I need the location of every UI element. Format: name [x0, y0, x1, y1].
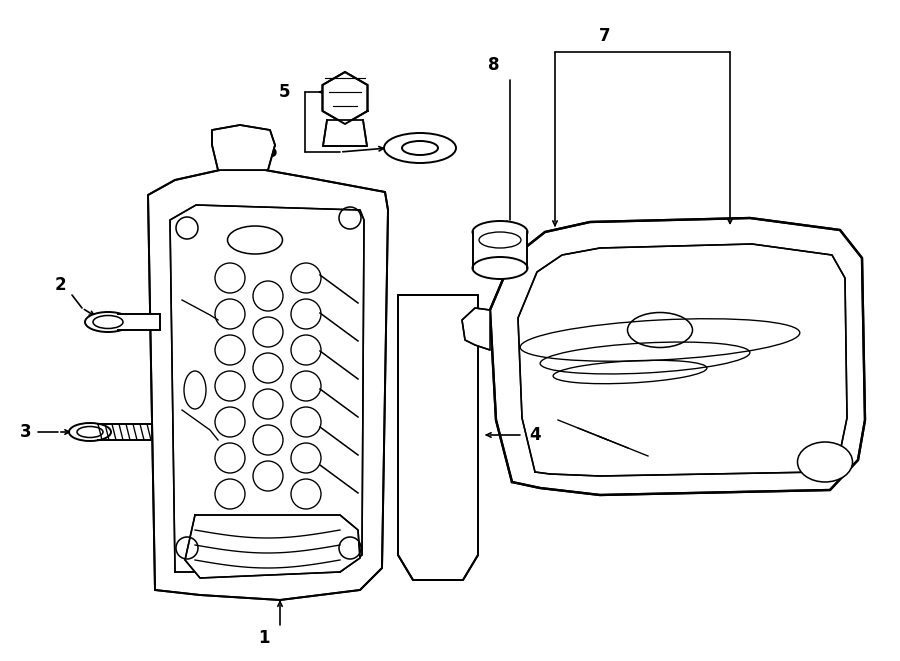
Text: 7: 7	[599, 27, 611, 45]
Text: 2: 2	[54, 276, 66, 294]
Polygon shape	[322, 72, 367, 124]
Text: 8: 8	[488, 56, 500, 74]
Ellipse shape	[77, 426, 103, 438]
Polygon shape	[462, 308, 490, 350]
Ellipse shape	[384, 133, 456, 163]
Text: 1: 1	[258, 629, 270, 647]
Polygon shape	[473, 232, 527, 268]
Polygon shape	[170, 205, 364, 572]
Text: 3: 3	[20, 423, 32, 441]
Ellipse shape	[472, 257, 527, 279]
Polygon shape	[212, 125, 275, 170]
Ellipse shape	[472, 221, 527, 243]
Polygon shape	[118, 314, 160, 330]
Polygon shape	[148, 170, 388, 600]
Ellipse shape	[797, 442, 852, 482]
Text: 5: 5	[279, 83, 291, 101]
Ellipse shape	[402, 141, 438, 155]
Text: 4: 4	[529, 426, 541, 444]
Ellipse shape	[69, 423, 111, 441]
Text: 6: 6	[266, 143, 278, 161]
Ellipse shape	[93, 315, 123, 329]
Polygon shape	[518, 244, 847, 476]
Polygon shape	[490, 218, 865, 495]
Polygon shape	[398, 295, 478, 580]
Polygon shape	[185, 515, 360, 578]
Ellipse shape	[85, 312, 131, 332]
Polygon shape	[323, 120, 367, 146]
